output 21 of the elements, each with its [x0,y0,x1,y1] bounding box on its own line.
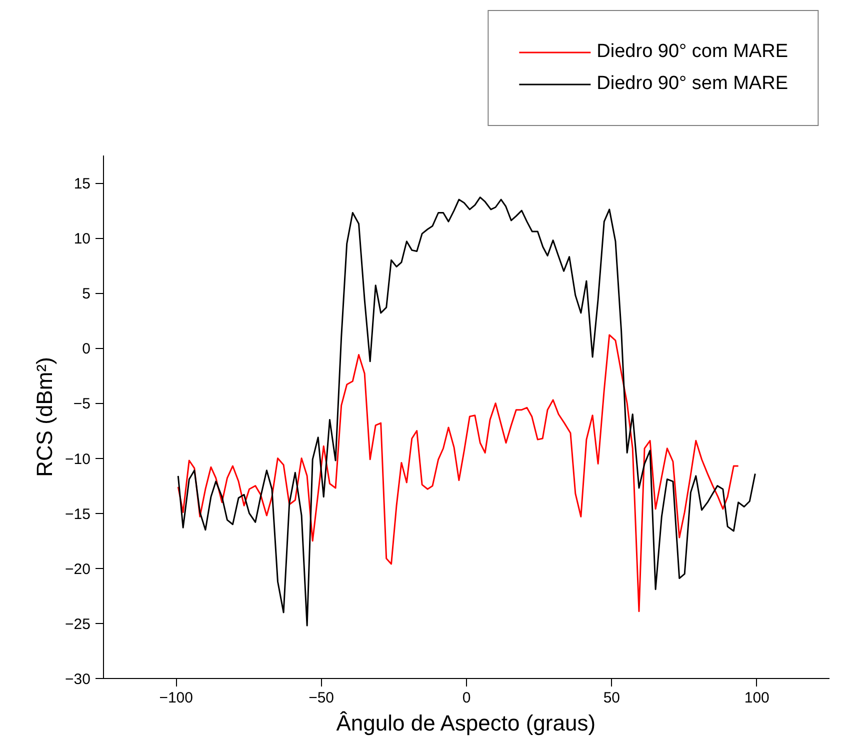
x-tick-label: −100 [159,690,194,706]
legend-label: Diedro 90° com MARE [596,41,788,63]
legend-label: Diedro 90° sem MARE [596,73,788,95]
y-tick-label: 5 [82,286,90,303]
x-tick-label: 50 [603,690,620,706]
y-tick-label: −20 [65,560,91,578]
line-series [177,334,740,612]
x-tick-label: −50 [308,690,334,706]
y-axis-title: RCS (dBm²) [32,357,58,477]
y-tick-label: 10 [74,230,91,248]
line-series [177,196,756,626]
y-tick-label: −25 [65,616,91,633]
x-tick-label: 100 [744,690,770,706]
x-tick-label: 0 [462,690,471,706]
y-tick-label: −15 [65,506,91,523]
x-axis-title: Ângulo de Aspecto (graus) [336,710,596,736]
y-tick-label: −10 [65,450,91,468]
y-tick-label: −5 [73,396,91,413]
y-tick-label: 15 [74,176,91,193]
y-tick-label: −30 [65,671,91,688]
y-tick-label: 0 [82,340,90,358]
